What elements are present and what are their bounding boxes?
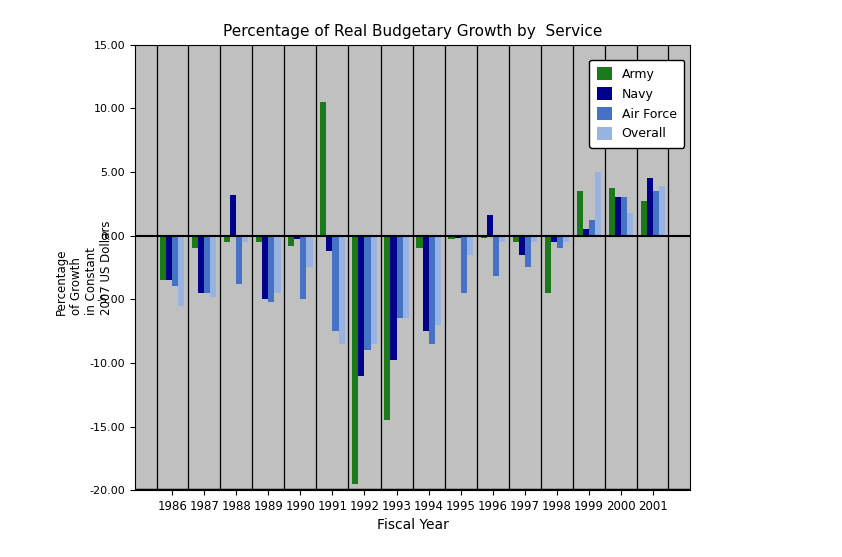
Bar (262, 236, 269, 299)
Bar (338, 236, 344, 344)
Legend: Army, Navy, Air Force, Overall: Army, Navy, Air Force, Overall (589, 60, 685, 148)
Bar (320, 102, 327, 236)
Bar (274, 236, 280, 293)
Bar (237, 236, 242, 284)
Bar (417, 236, 423, 248)
Bar (434, 236, 441, 325)
Bar (269, 236, 274, 302)
Bar (595, 172, 601, 236)
Bar (615, 197, 621, 236)
Bar (551, 236, 557, 242)
Bar (493, 236, 498, 276)
Bar (577, 191, 583, 236)
Bar (423, 236, 429, 331)
Bar (641, 201, 647, 236)
Bar (530, 236, 537, 242)
Bar (429, 236, 434, 344)
Bar (295, 236, 301, 240)
Bar (224, 236, 230, 242)
Bar (179, 236, 184, 306)
Bar (449, 236, 455, 240)
Bar (525, 236, 530, 267)
Bar (519, 236, 525, 255)
X-axis label: Fiscal Year: Fiscal Year (376, 519, 449, 532)
Bar (198, 236, 205, 293)
Bar (659, 186, 665, 236)
Bar (498, 236, 505, 242)
Bar (545, 236, 551, 293)
Bar (402, 236, 408, 318)
Bar (621, 197, 627, 236)
Bar (301, 236, 306, 299)
Bar (256, 236, 262, 242)
Bar (481, 236, 487, 238)
Bar (359, 236, 365, 375)
Bar (487, 215, 493, 236)
Bar (397, 236, 402, 318)
Bar (455, 236, 461, 238)
Bar (160, 236, 166, 280)
Bar (205, 236, 210, 293)
Bar (563, 236, 569, 242)
Bar (333, 236, 338, 331)
Bar (627, 213, 633, 236)
Bar (230, 195, 237, 236)
Bar (647, 178, 653, 236)
Bar (288, 236, 295, 246)
Y-axis label: Percentage
of Growth
in Constant
2007 US Dollars: Percentage of Growth in Constant 2007 US… (55, 220, 113, 315)
Bar (210, 236, 216, 297)
Bar (306, 236, 312, 267)
Bar (384, 236, 391, 420)
Bar (352, 236, 359, 484)
Bar (466, 236, 473, 255)
Bar (557, 236, 563, 248)
Bar (242, 236, 248, 242)
Bar (461, 236, 466, 293)
Bar (166, 236, 172, 280)
Bar (609, 188, 615, 236)
Title: Percentage of Real Budgetary Growth by  Service: Percentage of Real Budgetary Growth by S… (223, 24, 602, 39)
Bar (370, 236, 376, 344)
Bar (589, 220, 595, 236)
Bar (583, 229, 589, 236)
Bar (172, 236, 179, 286)
Bar (192, 236, 198, 248)
Bar (513, 236, 519, 242)
Bar (365, 236, 370, 350)
Bar (327, 236, 333, 251)
Bar (391, 236, 397, 360)
Bar (653, 191, 659, 236)
